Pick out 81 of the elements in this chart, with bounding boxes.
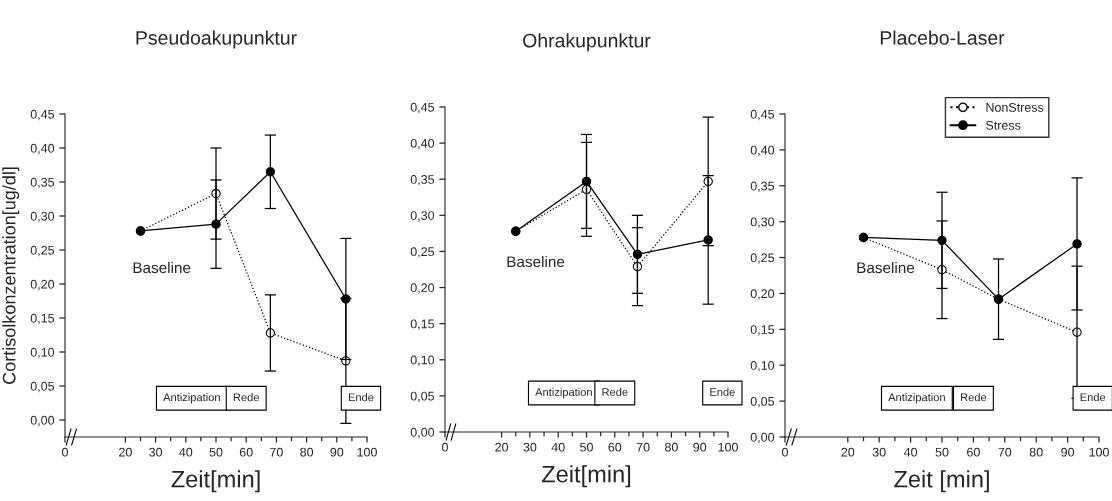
- x-tick-label: 90: [693, 442, 707, 452]
- y-tick-label: 0,40: [750, 145, 775, 157]
- y-tick-label: 0,15: [750, 325, 775, 336]
- annotation: Ende: [1080, 393, 1106, 402]
- annotation: Antizipation: [888, 393, 945, 404]
- y-tick-label: 0,00: [750, 432, 775, 444]
- x-tick-label: 60: [967, 447, 980, 457]
- x-tick-label: 70: [270, 447, 283, 457]
- x-tick-label: 40: [903, 447, 918, 457]
- y-tick-label: 0,10: [750, 361, 775, 372]
- legend-label: Stress: [986, 120, 1021, 130]
- y-tick-label: 0,30: [410, 211, 435, 222]
- x-tick-label: 40: [551, 442, 565, 452]
- annotation: Baseline: [133, 261, 191, 274]
- legend-label: NonStress: [986, 102, 1044, 112]
- y-tick-label: 0,35: [750, 181, 775, 192]
- y-tick-label: 0,30: [30, 211, 55, 223]
- x-tick-label: 30: [523, 442, 537, 452]
- annotation: Antizipation: [163, 393, 220, 404]
- y-tick-label: 0,20: [750, 289, 775, 300]
- x-tick-label: 30: [872, 447, 886, 457]
- chart-title: Pseudoakupunktur: [136, 30, 297, 49]
- y-tick-label: 0,45: [30, 109, 55, 121]
- y-tick-label: 0,25: [410, 247, 435, 258]
- y-tick-label: 0,20: [410, 283, 435, 294]
- x-axis-title: Zeit[min]: [541, 465, 631, 488]
- annotation: Ende: [710, 387, 735, 396]
- annotation: Ende: [348, 393, 374, 402]
- x-tick-label: 100: [1089, 447, 1109, 457]
- y-tick-label: 0,05: [750, 396, 775, 408]
- y-tick-label: 0,15: [410, 319, 435, 330]
- annotation: Rede: [602, 387, 628, 396]
- x-tick-label: 70: [636, 442, 650, 452]
- x-tick-label: 80: [664, 442, 678, 452]
- x-tick-label: 100: [357, 447, 377, 457]
- annotation: Rede: [961, 393, 987, 402]
- y-tick-label: 0,40: [410, 138, 435, 150]
- x-tick-label: 80: [1029, 447, 1043, 457]
- y-tick-label: 0,05: [30, 381, 55, 393]
- x-tick-label: 90: [330, 447, 344, 457]
- y-tick-label: 0,00: [30, 415, 55, 427]
- annotation: Baseline: [507, 255, 565, 268]
- annotation: Rede: [233, 393, 259, 402]
- y-tick-label: 0,45: [750, 109, 775, 121]
- x-tick-label: 70: [998, 447, 1012, 457]
- annotation: Baseline: [857, 261, 915, 274]
- x-tick-label: 60: [608, 442, 622, 452]
- y-tick-label: 0,20: [30, 279, 55, 291]
- x-tick-label: 60: [239, 447, 253, 457]
- x-axis-title: Zeit [min]: [894, 470, 989, 493]
- x-tick-label: 50: [935, 447, 949, 457]
- chart-title: Placebo-Laser: [880, 30, 1005, 45]
- x-tick-label: 0: [782, 447, 788, 457]
- x-tick-label: 80: [300, 447, 314, 457]
- x-tick-label: 40: [179, 447, 193, 457]
- x-tick-label: 20: [841, 447, 855, 457]
- x-tick-label: 0: [442, 442, 448, 452]
- y-tick-label: 0,10: [410, 355, 435, 366]
- y-axis-title: Cortisolkonzentration[ug/dl]: [2, 167, 20, 384]
- y-tick-label: 0,35: [410, 175, 435, 186]
- chart-title: Ohrakupunktur: [523, 33, 651, 52]
- y-tick-label: 0,35: [30, 177, 55, 189]
- x-tick-label: 0: [62, 447, 68, 457]
- y-tick-label: 0,30: [750, 217, 775, 228]
- x-tick-label: 50: [580, 442, 593, 452]
- y-tick-label: 0,15: [30, 313, 55, 325]
- x-tick-label: 20: [495, 442, 509, 452]
- y-tick-label: 0,25: [30, 245, 55, 257]
- y-tick-label: 0,10: [30, 347, 55, 359]
- x-axis-title: Zeit[min]: [171, 470, 260, 493]
- y-tick-label: 0,05: [410, 391, 435, 403]
- x-tick-label: 50: [209, 447, 223, 457]
- x-tick-label: 90: [1061, 447, 1075, 457]
- y-tick-label: 0,00: [410, 427, 435, 439]
- y-tick-label: 0,25: [750, 253, 775, 264]
- x-tick-label: 20: [119, 447, 132, 457]
- annotation: Antizipation: [535, 387, 592, 399]
- y-tick-label: 0,40: [30, 143, 55, 155]
- x-tick-label: 30: [149, 447, 163, 457]
- x-tick-label: 100: [718, 442, 738, 452]
- y-tick-label: 0,45: [410, 102, 435, 114]
